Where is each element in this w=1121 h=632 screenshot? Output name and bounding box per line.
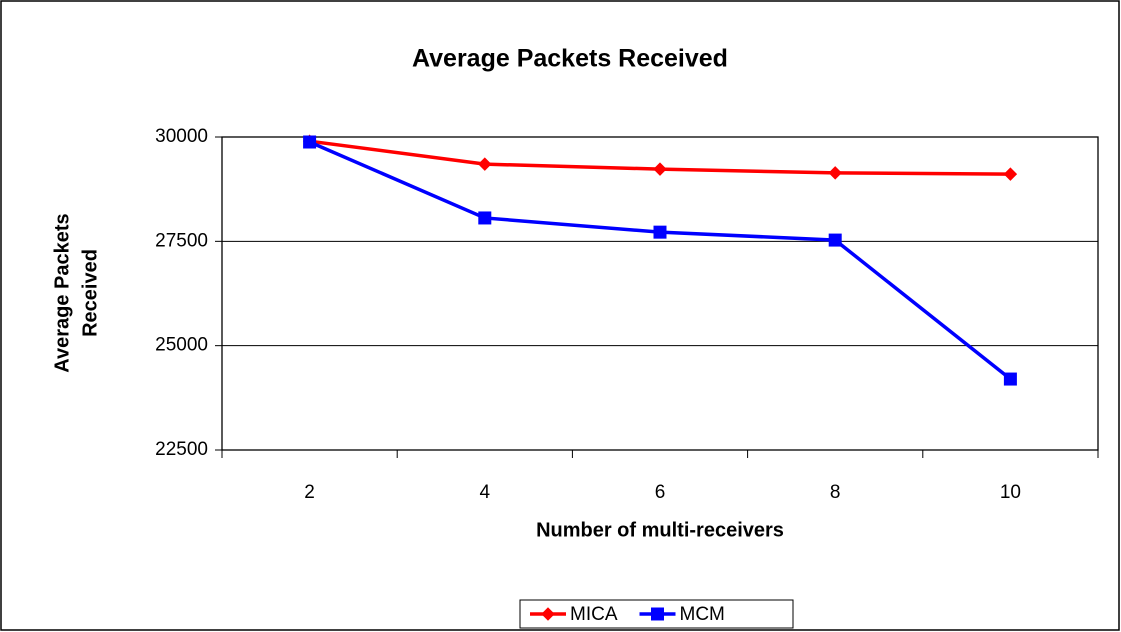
x-tick-label: 8 bbox=[830, 482, 841, 503]
y-axis-label: Average Packets bbox=[51, 213, 73, 372]
point bbox=[478, 157, 492, 171]
point bbox=[653, 225, 667, 239]
point bbox=[1003, 167, 1018, 181]
point bbox=[653, 162, 667, 176]
x-tick-label: 10 bbox=[1000, 482, 1021, 503]
y-tick-label: 27500 bbox=[155, 230, 208, 251]
y-tick-label: 22500 bbox=[155, 439, 208, 460]
legend-label: MICA bbox=[570, 604, 618, 625]
point bbox=[828, 166, 842, 180]
point bbox=[828, 233, 842, 247]
x-tick-label: 6 bbox=[655, 482, 666, 503]
chart-title: Average Packets Received bbox=[412, 45, 728, 73]
y-tick-label: 25000 bbox=[155, 335, 208, 356]
x-tick-label: 4 bbox=[480, 482, 491, 503]
plot-border bbox=[221, 136, 1099, 451]
point bbox=[303, 135, 317, 149]
y-axis-label: Received bbox=[79, 249, 101, 337]
legend-label: MCM bbox=[680, 604, 725, 625]
point bbox=[1003, 372, 1017, 386]
x-axis-label: Number of multi-receivers bbox=[536, 519, 784, 541]
legend-marker bbox=[651, 607, 664, 621]
legend-marker bbox=[541, 607, 555, 621]
x-tick-label: 2 bbox=[304, 482, 315, 503]
y-tick-label: 30000 bbox=[155, 126, 208, 147]
point bbox=[478, 211, 492, 225]
